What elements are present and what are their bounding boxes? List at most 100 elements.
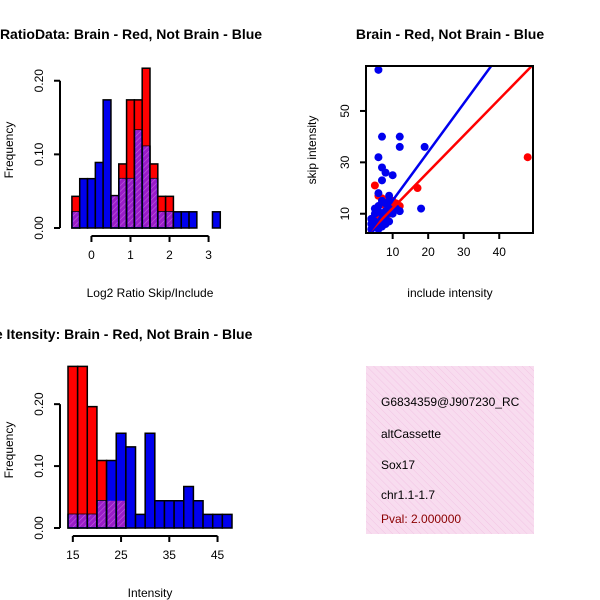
gene-notbrain-bar: [183, 485, 195, 529]
gene-brain-bar: [76, 365, 89, 529]
intensity-scatter: Brain - Red, Not Brain - Blue 10 20 30 4010…: [305, 26, 544, 300]
ratio-overlap-bar: [72, 211, 79, 227]
ratio-overlap-bar: [166, 211, 173, 227]
ratio-y-tick-label: 0.20: [32, 69, 46, 93]
gene-y-tick-label: 0.10: [32, 454, 46, 478]
info-event-type: altCassette: [381, 427, 441, 441]
gene-notbrain-bar: [221, 513, 233, 529]
gene-notbrain-bar: [163, 500, 175, 529]
scatter-notbrain-point: [420, 142, 429, 151]
ratio-overlap-bar: [111, 196, 118, 227]
gene-brain-bar: [67, 365, 79, 529]
ratio-x-tick-label: 2: [166, 248, 173, 262]
ratio-x-tick-label: 3: [205, 248, 212, 262]
ratio-overlap-bar: [127, 178, 134, 227]
gene-notbrain-bar: [134, 513, 146, 529]
ratio-histogram: RatioData: Brain - Red, Not Brain - Blue…: [0, 26, 262, 300]
gene-overlap-bar: [78, 514, 87, 527]
ratio-notbrain-bar: [172, 211, 182, 229]
ratio-notbrain-bar: [86, 177, 97, 229]
ratio-notbrain-bar: [94, 161, 104, 229]
intensity-scatter-ylabel: skip intensity: [305, 116, 319, 185]
scatter-notbrain-point: [395, 132, 404, 141]
ratio-notbrain-bar: [188, 211, 198, 229]
gene-y-tick-label: 0.20: [32, 392, 46, 416]
scatter-brain-point: [370, 181, 379, 190]
info-gene-name: Sox17: [381, 458, 415, 472]
scatter-notbrain-point: [388, 171, 397, 180]
ratio-histogram-title: RatioData: Brain - Red, Not Brain - Blue: [0, 26, 262, 42]
ratio-notbrain-bar: [102, 99, 112, 229]
ratio-histogram-bars: [71, 67, 222, 229]
gene-overlap-bar: [107, 500, 116, 527]
scatter-notbrain-point: [374, 189, 383, 198]
gene-notbrain-bar: [144, 432, 156, 529]
gene-intensity-histogram-axes: 15 25 35 45 0.00 0.10 0.20: [32, 392, 225, 562]
scatter-brain-point: [523, 153, 532, 162]
ratio-x-tick-label: 1: [127, 248, 134, 262]
gene-brain-bar: [86, 405, 98, 529]
gene-notbrain-bar: [173, 500, 185, 529]
gene-notbrain-bar: [202, 513, 214, 529]
intensity-scatter-title: Brain - Red, Not Brain - Blue: [356, 26, 544, 42]
ratio-histogram-ylabel: Frequency: [2, 122, 16, 179]
scatter-notbrain-fit-line: [367, 66, 493, 233]
ratio-notbrain-bar: [211, 211, 222, 229]
gene-intensity-histogram-title: Gene Itensity: Brain - Red, Not Brain - …: [0, 326, 253, 342]
gene-overlap-bar: [88, 514, 96, 527]
scatter-notbrain-point: [381, 168, 390, 177]
scatter-x-tick-label: 30: [457, 245, 471, 259]
scatter-x-tick-label: 40: [493, 245, 507, 259]
info-box: G6834359@J907230_RC altCassette Sox17 ch…: [366, 366, 534, 534]
gene-overlap-bar: [97, 500, 106, 527]
scatter-notbrain-point: [377, 132, 386, 141]
gene-intensity-histogram-ylabel: Frequency: [2, 422, 16, 479]
ratio-notbrain-bar: [180, 211, 190, 229]
ratio-histogram-xlabel: Log2 Ratio Skip/Include: [87, 286, 214, 300]
scatter-y-tick-label: 50: [338, 104, 352, 118]
scatter-frame: [365, 65, 534, 234]
scatter-notbrain-point: [374, 66, 383, 74]
gene-y-tick-label: 0.00: [32, 516, 46, 540]
gene-intensity-histogram: Gene Itensity: Brain - Red, Not Brain - …: [0, 326, 253, 600]
gene-x-tick-label: 45: [211, 548, 225, 562]
gene-x-tick-label: 35: [163, 548, 177, 562]
scatter-notbrain-point: [385, 217, 394, 226]
gene-overlap-bar: [117, 500, 125, 527]
info-pval: Pval: 2.000000: [381, 512, 461, 526]
ratio-overlap-bar: [135, 130, 142, 227]
intensity-scatter-xlabel: include intensity: [407, 286, 492, 300]
gene-notbrain-bar: [154, 500, 166, 529]
scatter-x-tick-label: 20: [422, 245, 436, 259]
gene-overlap-bar: [69, 514, 77, 527]
ratio-y-tick-label: 0.00: [32, 216, 46, 240]
scatter-x-tick-label: 10: [386, 245, 400, 259]
ratio-overlap-bar: [119, 178, 126, 227]
ratio-y-tick-label: 0.10: [32, 142, 46, 166]
info-box-background: [366, 366, 534, 534]
gene-x-tick-label: 25: [114, 548, 128, 562]
ratio-overlap-bar: [158, 211, 165, 227]
ratio-x-tick-label: 0: [88, 248, 95, 262]
ratio-overlap-bar: [151, 178, 157, 227]
scatter-plot-area: [366, 66, 533, 233]
ratio-notbrain-bar: [78, 177, 89, 229]
gene-notbrain-bar: [192, 500, 204, 529]
ratio-histogram-axes: 0 1 2 3 0.00 0.10 0.20: [32, 69, 212, 262]
gene-intensity-histogram-xlabel: Intensity: [128, 586, 173, 600]
scatter-notbrain-point: [374, 153, 383, 162]
scatter-notbrain-point: [377, 176, 386, 185]
scatter-brain-fit-line: [366, 66, 533, 233]
gene-notbrain-bar: [125, 446, 137, 529]
scatter-y-tick-label: 30: [338, 155, 352, 169]
intensity-scatter-plot: 10 20 30 40 10 30 50: [338, 65, 534, 259]
scatter-notbrain-point: [417, 204, 426, 213]
info-event-id: G6834359@J907230_RC: [381, 395, 520, 409]
scatter-notbrain-point: [395, 142, 404, 151]
gene-notbrain-bar: [211, 513, 224, 529]
scatter-notbrain-point: [370, 204, 379, 213]
gene-intensity-histogram-bars: [67, 365, 233, 529]
gene-x-tick-label: 15: [66, 548, 80, 562]
ratio-overlap-bar: [143, 146, 149, 227]
